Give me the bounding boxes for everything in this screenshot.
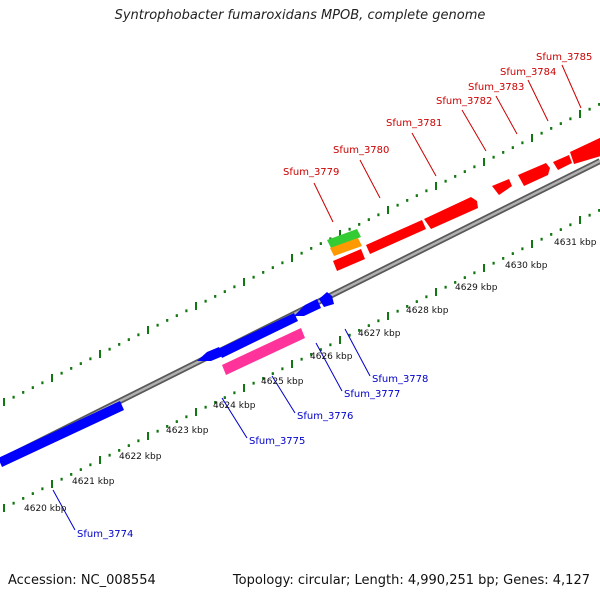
leader-sfum-3785 bbox=[561, 64, 582, 109]
gene-label-sfum-3774[interactable]: Sfum_3774 bbox=[77, 529, 133, 540]
gene-sfum-3776[interactable] bbox=[222, 328, 305, 375]
leader-sfum-3779 bbox=[313, 182, 334, 223]
label-leader-lines bbox=[52, 64, 582, 531]
gene-label-sfum-3784[interactable]: Sfum_3784 bbox=[500, 67, 556, 78]
leader-sfum-3781 bbox=[411, 132, 437, 177]
gene-label-sfum-3783[interactable]: Sfum_3783 bbox=[468, 82, 524, 93]
lower-scale-ticks bbox=[3, 209, 600, 512]
scale-label: 4629 kbp bbox=[455, 283, 498, 293]
leader-sfum-3775 bbox=[221, 397, 248, 439]
gene-label-sfum-3780[interactable]: Sfum_3780 bbox=[333, 145, 389, 156]
scale-label: 4630 kbp bbox=[505, 261, 548, 271]
gene-sfum-3782[interactable] bbox=[492, 179, 512, 195]
scale-label: 4620 kbp bbox=[24, 504, 67, 514]
gene-label-sfum-3775[interactable]: Sfum_3775 bbox=[249, 436, 305, 447]
gene-label-sfum-3777[interactable]: Sfum_3777 bbox=[344, 389, 400, 400]
gene-sfum-3778-b[interactable] bbox=[319, 292, 334, 307]
gene-sfum-3784[interactable] bbox=[553, 155, 572, 170]
leader-sfum-3774 bbox=[52, 489, 76, 531]
reverse-gene-labels: Sfum_3774 Sfum_3775 Sfum_3776 Sfum_3777 … bbox=[77, 374, 428, 540]
leader-sfum-3778 bbox=[344, 328, 371, 377]
gene-label-sfum-3776[interactable]: Sfum_3776 bbox=[297, 411, 353, 422]
leader-sfum-3784 bbox=[527, 79, 549, 122]
gene-sfum-3783[interactable] bbox=[518, 163, 550, 186]
gene-sfum-3785[interactable] bbox=[570, 136, 600, 164]
scale-label: 4631 kbp bbox=[554, 238, 597, 248]
gene-sfum-3775[interactable] bbox=[197, 347, 223, 361]
reverse-strand-genes bbox=[0, 292, 334, 467]
scale-label: 4623 kbp bbox=[166, 426, 209, 436]
scale-label: 4626 kbp bbox=[310, 352, 353, 362]
scale-label: 4625 kbp bbox=[261, 377, 304, 387]
accession-text: Accession: NC_008554 bbox=[8, 573, 156, 588]
leader-sfum-3783 bbox=[495, 95, 518, 135]
leader-sfum-3782 bbox=[461, 109, 487, 152]
gene-sfum-3781[interactable] bbox=[424, 197, 478, 229]
scale-label: 4624 kbp bbox=[213, 401, 256, 411]
scale-label: 4622 kbp bbox=[119, 452, 162, 462]
gene-sfum-3777[interactable] bbox=[218, 313, 298, 358]
leader-sfum-3780 bbox=[359, 159, 381, 199]
scale-label: 4628 kbp bbox=[406, 306, 449, 316]
gene-label-sfum-3785[interactable]: Sfum_3785 bbox=[536, 52, 592, 63]
gene-label-sfum-3778[interactable]: Sfum_3778 bbox=[372, 374, 428, 385]
gene-sfum-3780[interactable] bbox=[366, 220, 426, 254]
scale-label: 4627 kbp bbox=[358, 329, 401, 339]
upper-scale-ticks bbox=[3, 103, 600, 406]
gene-sfum-3779-green[interactable] bbox=[327, 229, 361, 248]
gene-sfum-3774[interactable] bbox=[0, 401, 124, 467]
genome-title: Syntrophobacter fumaroxidans MPOB, compl… bbox=[114, 8, 486, 23]
scale-label: 4621 kbp bbox=[72, 477, 115, 487]
gene-sfum-3778-a[interactable] bbox=[294, 299, 321, 316]
forward-gene-labels: Sfum_3779 Sfum_3780 Sfum_3781 Sfum_3782 … bbox=[283, 52, 592, 178]
scale-labels: 4620 kbp 4621 kbp 4622 kbp 4623 kbp 4624… bbox=[24, 238, 597, 514]
gene-label-sfum-3779[interactable]: Sfum_3779 bbox=[283, 167, 339, 178]
gene-label-sfum-3781[interactable]: Sfum_3781 bbox=[386, 118, 442, 129]
leader-sfum-3777 bbox=[315, 342, 343, 392]
gene-sfum-3779-orange[interactable] bbox=[330, 238, 362, 256]
gene-label-sfum-3782[interactable]: Sfum_3782 bbox=[436, 96, 492, 107]
genome-summary-text: Topology: circular; Length: 4,990,251 bp… bbox=[232, 573, 590, 588]
forward-strand-genes bbox=[327, 136, 600, 271]
leader-sfum-3776 bbox=[271, 375, 296, 414]
gene-sfum-3779[interactable] bbox=[333, 249, 365, 271]
